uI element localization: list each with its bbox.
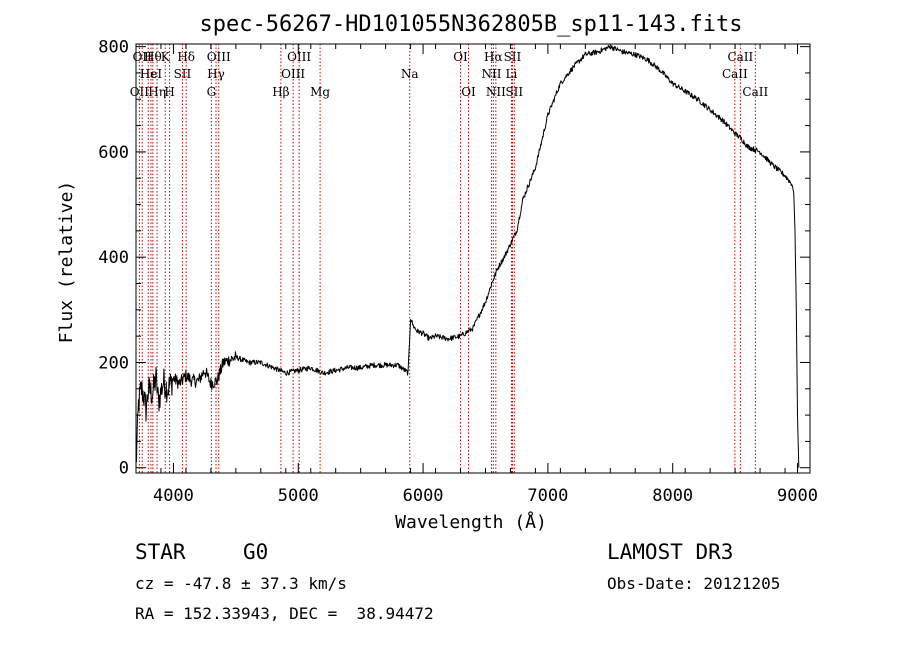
line-label-oiii: OIII [207, 50, 231, 64]
x-tick-label-8000: 8000 [652, 486, 693, 506]
x-tick-label-9000: 9000 [777, 486, 818, 506]
line-label-hε: Hε [140, 67, 157, 81]
line-label-oiii: OIII [281, 67, 305, 81]
emission-line-labels: OIIOIIHεHeIHθHηKHSIIHδGHγOIIIHβOIIIOIIIM… [130, 50, 769, 99]
line-label-hγ: Hγ [207, 67, 225, 81]
line-label-caii: CaII [722, 67, 748, 81]
line-label-g: G [207, 85, 217, 99]
line-label-hei: HeI [140, 67, 163, 81]
line-label-hδ: Hδ [177, 50, 195, 64]
y-tick-label-800: 800 [98, 38, 129, 58]
line-label-caii: CaII [742, 85, 768, 99]
coordinates-readout: RA = 152.33943, DEC = 38.94472 [135, 604, 434, 623]
line-label-oi: OI [461, 85, 476, 99]
line-label-hθ: Hθ [144, 50, 162, 64]
redshift-readout: cz = -47.8 ± 37.3 km/s [135, 574, 347, 593]
line-label-hη: Hη [148, 85, 166, 99]
y-tick-label-400: 400 [98, 248, 129, 268]
y-tick-label-600: 600 [98, 143, 129, 163]
emission-line-markers [138, 44, 756, 473]
plot-frame [135, 43, 811, 474]
line-label-oii: OII [133, 50, 153, 64]
line-label-k: K [161, 50, 171, 64]
line-label-nii: NII [486, 85, 506, 99]
line-label-oiii: OIII [287, 50, 311, 64]
line-label-sii: SII [504, 50, 522, 64]
x-axis-label: Wavelength (Å) [395, 511, 547, 533]
y-tick-label-200: 200 [98, 353, 129, 373]
y-tick-label-0: 0 [119, 459, 129, 479]
line-label-caii: CaII [727, 50, 753, 64]
spectrum-line [135, 44, 800, 468]
line-label-na: Na [401, 67, 419, 81]
chart-title: spec-56267-HD101055N362805B_sp11-143.fit… [199, 12, 742, 37]
x-axis: 4000 5000 6000 7000 8000 9000 [135, 44, 818, 506]
line-label-oi: OI [453, 50, 468, 64]
line-label-hα: Hα [484, 50, 503, 64]
survey-label: LAMOST DR3 [607, 540, 734, 564]
x-tick-label-4000: 4000 [153, 486, 194, 506]
line-label-hβ: Hβ [272, 85, 289, 99]
line-label-oii: OII [130, 85, 150, 99]
y-axis-label: Flux (relative) [56, 181, 77, 344]
x-tick-label-6000: 6000 [403, 486, 444, 506]
object-class: STAR [135, 540, 186, 564]
x-tick-label-7000: 7000 [527, 486, 568, 506]
x-tick-label-5000: 5000 [278, 486, 319, 506]
line-label-sii: SII [505, 85, 523, 99]
line-label-h: H [164, 85, 174, 99]
object-subclass: G0 [243, 540, 269, 564]
line-label-sii: SII [174, 67, 192, 81]
observation-date: Obs-Date: 20121205 [607, 574, 781, 593]
line-label-mg: Mg [310, 85, 330, 99]
line-label-nii: NII [481, 67, 501, 81]
line-label-li: Li [506, 67, 518, 81]
y-axis: 0 200 400 600 800 [98, 38, 810, 479]
